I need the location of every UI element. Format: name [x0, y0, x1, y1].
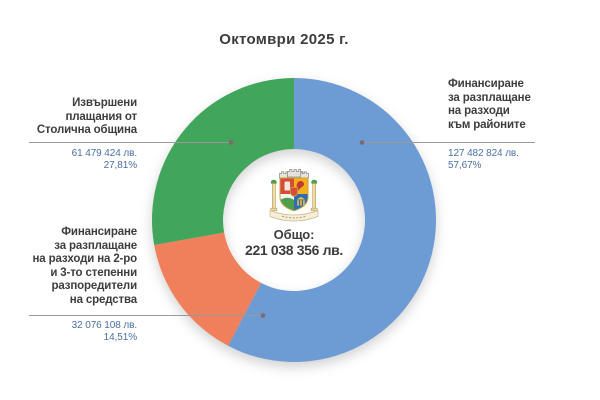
values-green-segment: 61 479 424 лв. 27,81%	[10, 148, 137, 172]
label-line: Финансиране	[448, 78, 524, 90]
donut-segment-raioni-financing	[228, 78, 436, 362]
total-value: 221 038 356 лв.	[245, 242, 343, 258]
value-percent: 27,81%	[103, 159, 137, 171]
value-amount: 32 076 108 лв.	[71, 320, 137, 331]
leader-lines	[29, 140, 535, 318]
shield-border	[279, 177, 309, 212]
label-line: Финансиране	[61, 226, 137, 238]
donut-segment-stepenni-razporediteli-financing	[154, 232, 262, 346]
leader-dot-blue-segment	[359, 140, 365, 145]
value-amount: 61 479 424 лв.	[71, 148, 137, 159]
value-percent: 57,67%	[448, 159, 482, 171]
label-line: на разходи	[448, 105, 510, 117]
label-orange-segment: Финансиране за разплащане на разходи на …	[10, 226, 138, 307]
label-green-segment: Извършени плащания от Столична община	[10, 97, 137, 138]
label-line: и 3-то степенни	[50, 266, 137, 279]
chart-title: Октомври 2025 г.	[219, 31, 349, 48]
center-escutcheon	[290, 187, 298, 197]
columns	[270, 179, 318, 212]
motto-ribbon	[269, 209, 319, 222]
donut-segment-stolichna-obshtina-payments	[151, 77, 294, 245]
label-line: Столична община	[36, 124, 137, 136]
leader-dot-orange-segment	[260, 313, 266, 318]
label-line: на средства	[69, 293, 137, 306]
donut-rings	[151, 77, 436, 362]
value-percent: 14,51%	[103, 331, 137, 343]
mural-crown	[279, 168, 309, 179]
total-label: Общо:	[273, 227, 315, 242]
values-orange-segment: 32 076 108 лв. 14,51%	[10, 320, 137, 344]
values-blue-segment: 127 482 824 лв. 57,67%	[448, 148, 593, 172]
label-line: плащания от	[65, 110, 137, 123]
label-line: Извършени	[72, 97, 137, 109]
label-line: за разплащане	[54, 239, 137, 252]
value-amount: 127 482 824 лв.	[448, 148, 519, 159]
sofia-coat-of-arms-icon	[269, 168, 319, 222]
leader-dot-green-segment	[228, 140, 234, 145]
label-line: разпоредители	[51, 280, 138, 292]
donut-center-total: Общо: 221 038 356 лв.	[194, 227, 394, 259]
label-line: за разплащане	[448, 91, 531, 104]
label-line: на разходи на 2-ро	[32, 253, 138, 265]
label-blue-segment: Финансиране за разплащане на разходи към…	[448, 78, 593, 132]
label-line: към районите	[448, 118, 526, 131]
